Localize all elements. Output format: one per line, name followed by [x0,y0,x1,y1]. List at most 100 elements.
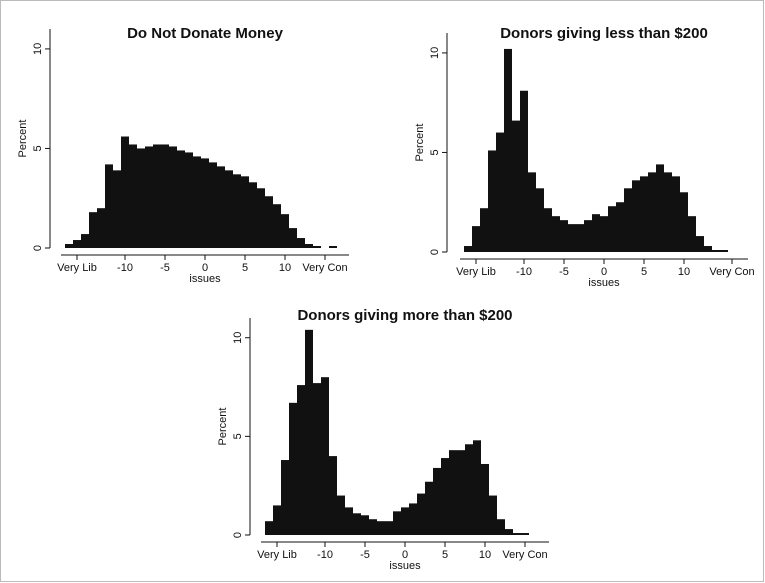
bar [473,440,481,535]
x-tick-label: Very Lib [57,262,97,274]
x-tick-label: Very Con [502,549,547,561]
bar [536,188,544,252]
bar [313,383,321,535]
bar [449,450,457,535]
x-axis-label: issues [189,273,221,285]
bar [417,493,425,535]
x-tick-label: Very Con [709,266,754,278]
bar [465,444,473,535]
bar [576,224,584,252]
x-tick-label: -5 [160,262,170,274]
bar [305,244,313,248]
bar [281,214,289,248]
bar [696,236,704,252]
x-axis-label: issues [588,277,620,289]
y-tick-label: 5 [232,433,244,439]
bar [704,246,712,252]
bar [393,511,401,535]
bar [488,150,496,252]
x-tick-label: 0 [202,262,208,274]
chart-title: Donors giving less than $200 [500,25,708,42]
y-axis-label: Percent [414,124,426,162]
bar [720,250,728,252]
bar [257,188,265,248]
bar [464,246,472,252]
bar [265,521,273,535]
bar [305,329,313,535]
bar [505,529,513,535]
bar [425,481,433,535]
bar [457,450,465,535]
bar [712,250,720,252]
bar [560,220,568,252]
bar [265,196,273,248]
bar [481,463,489,535]
bar [337,495,345,535]
bar [185,152,193,248]
x-tick-label: 5 [641,266,647,278]
chart-title: Do Not Donate Money [127,25,283,42]
bar [297,385,305,535]
bar [680,192,688,252]
bar [97,208,105,248]
x-tick-label: 0 [601,266,607,278]
x-tick-label: 5 [442,549,448,561]
bar [105,164,113,248]
bar [496,132,504,252]
bar [608,206,616,252]
bar [552,216,560,252]
x-tick-label: 10 [678,266,690,278]
x-tick-label: -10 [117,262,133,274]
bar [65,244,73,248]
bar [497,519,505,535]
bar [121,136,129,248]
bar [177,150,185,248]
bar [513,533,521,535]
bar [361,515,369,535]
bar [321,377,329,535]
bar [169,146,177,248]
x-tick-label: -10 [516,266,532,278]
bar [281,460,289,535]
x-tick-label: -5 [360,549,370,561]
x-tick-label: 5 [242,262,248,274]
x-tick-label: -5 [559,266,569,278]
bar [521,533,529,535]
bar [273,505,281,535]
bar [81,234,89,248]
bar [289,228,297,248]
bar [329,246,337,248]
x-tick-label: -10 [317,549,333,561]
y-axis-label: Percent [217,408,229,446]
bar [504,48,512,252]
bar [377,521,385,535]
bar [512,120,520,252]
bar [209,162,217,248]
bar [624,188,632,252]
bar [249,182,257,248]
x-tick-label: 10 [279,262,291,274]
bar [480,208,488,252]
bar [73,240,81,248]
bar [153,144,161,248]
bar [568,224,576,252]
y-tick-label: 0 [32,245,44,251]
y-tick-label: 10 [232,332,244,344]
bar [520,90,528,253]
bar [648,172,656,252]
bar [544,208,552,252]
y-tick-label: 0 [232,532,244,538]
bar [616,202,624,252]
bar [201,158,209,248]
bar [385,521,393,535]
y-tick-label: 10 [429,47,441,59]
bar [113,170,121,248]
bar [353,513,361,535]
bar [369,519,377,535]
bar [289,402,297,535]
bar [688,216,696,252]
x-axis-label: issues [389,560,421,572]
bar [600,216,608,252]
